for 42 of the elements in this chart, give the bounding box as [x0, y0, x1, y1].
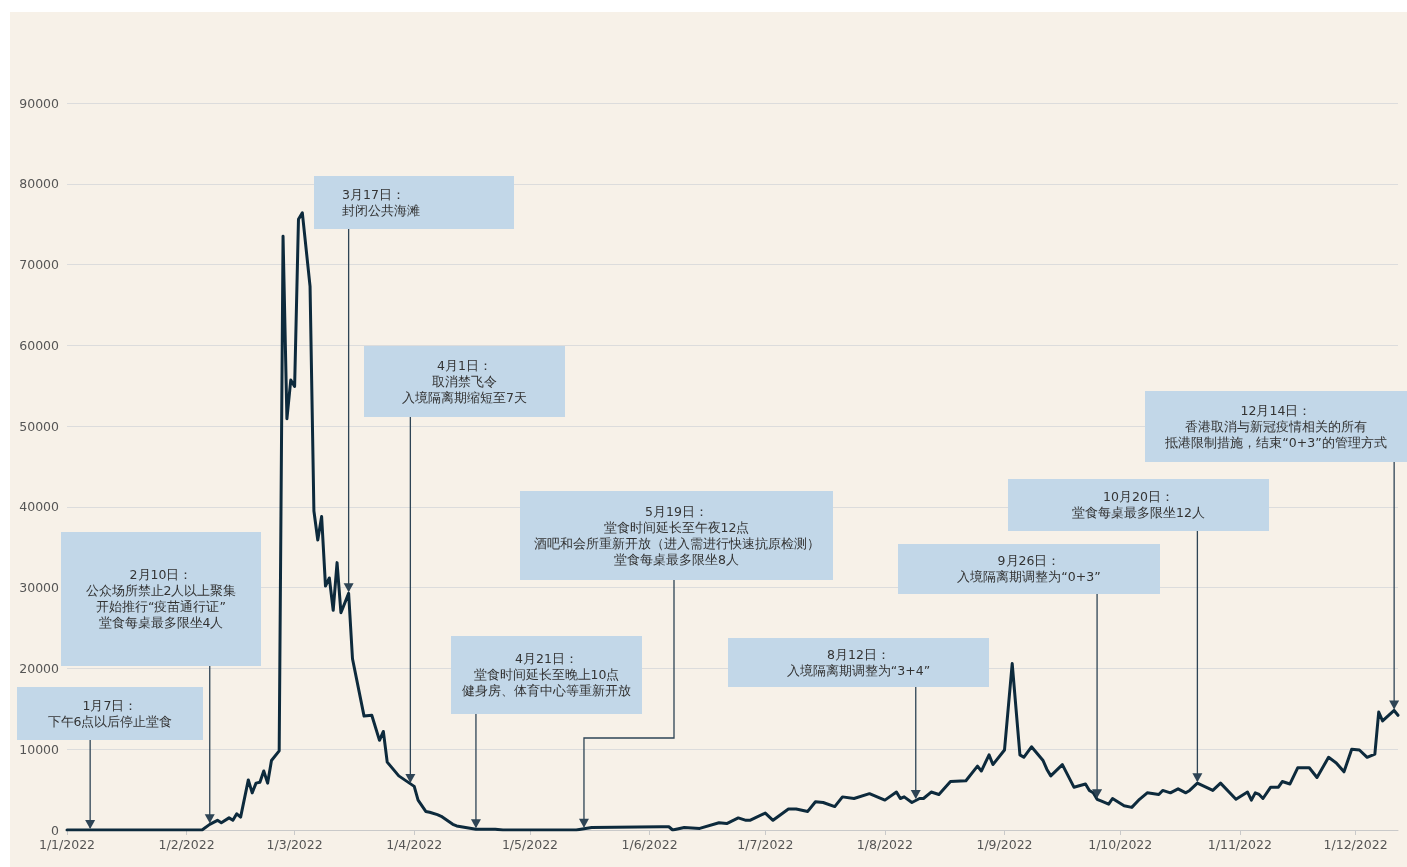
y-tick-label: 70000 — [19, 257, 60, 273]
annotation: 12月14日：香港取消与新冠疫情相关的所有抵港限制措施，结束“0+3”的管理方式 — [1165, 402, 1387, 451]
annotation: 2月10日：公众场所禁止2人以上聚集开始推行“疫苗通行证”堂食每桌最多限坐4人 — [85, 567, 237, 631]
annotation: 9月26日：入境隔离期调整为“0+3” — [957, 553, 1101, 585]
x-tick-label: 1/12/2022 — [1323, 837, 1388, 852]
note-box: 1月7日：下午6点以后停止堂食 — [17, 687, 203, 740]
y-tick-label: 0 — [51, 822, 60, 838]
annotation: 10月20日：堂食每桌最多限坐12人 — [1072, 489, 1205, 521]
note-box: 12月14日：香港取消与新冠疫情相关的所有抵港限制措施，结束“0+3”的管理方式 — [1145, 391, 1407, 462]
annotation: 5月19日：堂食时间延长至午夜12点酒吧和会所重新开放（进入需进行快速抗原检测）堂食每桌最多限坐8人 — [533, 503, 820, 568]
x-tick-label: 1/3/2022 — [266, 837, 323, 852]
annotation: 3月17日：封闭公共海滩 — [342, 186, 420, 219]
annotation: 4月1日：取消禁飞令入境隔离期缩短至7天 — [402, 357, 527, 406]
note-box: 4月21日：堂食时间延长至晚上10点健身房、体育中心等重新开放 — [451, 636, 642, 714]
x-tick-label: 1/9/2022 — [976, 837, 1033, 852]
annotation: 4月21日：堂食时间延长至晚上10点健身房、体育中心等重新开放 — [462, 651, 631, 699]
y-tick-label: 10000 — [19, 741, 60, 757]
x-tick-label: 1/1/2022 — [38, 837, 96, 852]
x-tick-label: 1/8/2022 — [856, 837, 913, 852]
x-tick-label: 1/10/2022 — [1088, 837, 1153, 852]
y-tick-label: 50000 — [19, 418, 60, 434]
note-box: 5月19日：堂食时间延长至午夜12点酒吧和会所重新开放（进入需进行快速抗原检测）堂食每桌最多限坐8人 — [520, 491, 833, 580]
note-box: 9月26日：入境隔离期调整为“0+3” — [898, 544, 1160, 594]
note-box: 10月20日：堂食每桌最多限坐12人 — [1008, 479, 1269, 531]
y-tick-label: 30000 — [19, 580, 60, 596]
note-box: 3月17日：封闭公共海滩 — [314, 176, 514, 229]
annotation: 8月12日：入境隔离期调整为“3+4” — [786, 646, 931, 679]
y-tick-label: 90000 — [19, 95, 60, 111]
y-tick-label: 80000 — [19, 176, 60, 192]
note-box: 4月1日：取消禁飞令入境隔离期缩短至7天 — [364, 346, 565, 417]
x-tick-label: 1/5/2022 — [501, 837, 559, 852]
x-tick-label: 1/6/2022 — [621, 837, 678, 852]
annotation: 1月7日：下午6点以后停止堂食 — [47, 697, 173, 730]
x-tick-label: 1/11/2022 — [1207, 837, 1272, 852]
note-box: 8月12日：入境隔离期调整为“3+4” — [728, 638, 989, 687]
note-box: 2月10日：公众场所禁止2人以上聚集开始推行“疫苗通行证”堂食每桌最多限坐4人 — [61, 532, 261, 666]
y-tick-label: 60000 — [19, 337, 60, 353]
x-tick-label: 1/2/2022 — [158, 837, 215, 852]
y-tick-label: 20000 — [19, 660, 60, 676]
x-tick-label: 1/4/2022 — [386, 837, 443, 852]
x-tick-label: 1/7/2022 — [737, 837, 794, 852]
y-tick-label: 40000 — [19, 499, 60, 515]
